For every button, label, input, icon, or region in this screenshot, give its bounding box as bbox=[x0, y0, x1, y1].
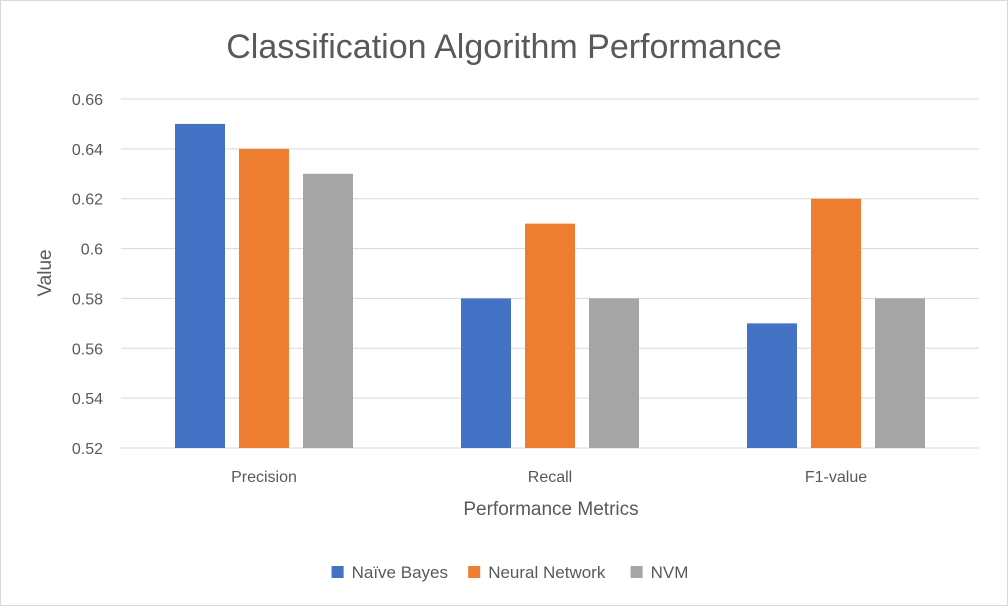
x-tick-label: Recall bbox=[528, 469, 572, 486]
x-axis-ticks: Precision Recall F1-value bbox=[231, 469, 867, 486]
y-axis-ticks: 0.52 0.54 0.56 0.58 0.6 0.62 0.64 0.66 bbox=[72, 92, 103, 458]
y-axis-title: Value bbox=[35, 249, 56, 296]
y-tick-label: 0.56 bbox=[72, 341, 103, 358]
bar-nvm-precision bbox=[303, 173, 353, 449]
y-tick-label: 0.58 bbox=[72, 291, 103, 308]
y-tick-label: 0.54 bbox=[72, 391, 103, 408]
y-tick-label: 0.64 bbox=[72, 142, 103, 159]
bar-neural-network-f1-value bbox=[811, 198, 861, 448]
legend: Naïve Bayes Neural Network NVM bbox=[331, 563, 689, 582]
bar-na-ve-bayes-precision bbox=[175, 123, 225, 448]
bar-nvm-recall bbox=[589, 298, 639, 448]
legend-swatch bbox=[630, 566, 643, 578]
chart-title: Classification Algorithm Performance bbox=[226, 28, 782, 66]
bar-neural-network-recall bbox=[525, 223, 575, 448]
bar-neural-network-precision bbox=[239, 148, 289, 448]
bar-nvm-f1-value bbox=[875, 298, 925, 448]
legend-label: NVM bbox=[651, 563, 689, 582]
legend-label: Naïve Bayes bbox=[352, 563, 448, 582]
x-axis-title: Performance Metrics bbox=[463, 499, 638, 520]
y-tick-label: 0.52 bbox=[72, 441, 103, 458]
y-tick-label: 0.62 bbox=[72, 192, 103, 209]
y-tick-label: 0.66 bbox=[72, 92, 103, 109]
bars bbox=[175, 123, 925, 449]
legend-label: Neural Network bbox=[488, 563, 606, 582]
x-tick-label: F1-value bbox=[805, 469, 867, 486]
bar-na-ve-bayes-recall bbox=[461, 298, 511, 448]
legend-swatch bbox=[331, 566, 344, 578]
x-tick-label: Precision bbox=[231, 469, 297, 486]
legend-swatch bbox=[468, 566, 481, 578]
bar-na-ve-bayes-f1-value bbox=[747, 323, 797, 448]
y-tick-label: 0.6 bbox=[81, 242, 103, 259]
